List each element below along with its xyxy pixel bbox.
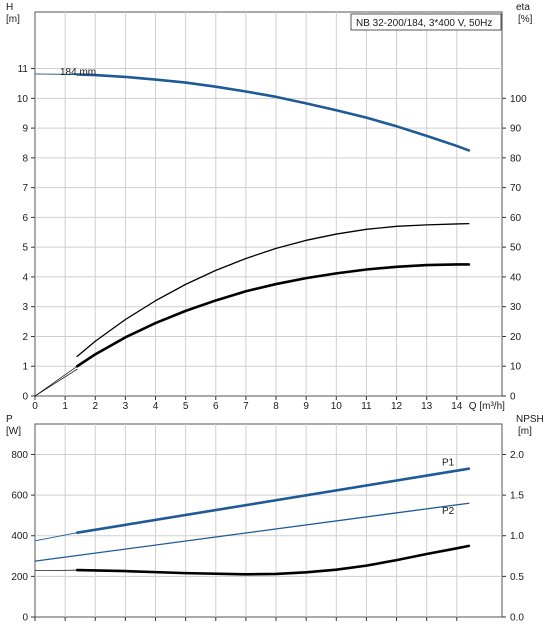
y-tick-label: 0: [22, 392, 28, 403]
y2-tick-label: 30: [510, 302, 522, 313]
y2-tick-label: 90: [510, 124, 522, 135]
y-tick-label: 11: [18, 64, 29, 75]
y2-axis-label: NPSH: [516, 414, 544, 425]
right-axis-main-curve: [75, 263, 471, 368]
right-axis-thin-extension-curve: [34, 368, 78, 397]
impeller-diameter-label: 184 mm: [60, 67, 96, 78]
x-tick-label: 9: [303, 401, 309, 412]
y-tick-label: 600: [11, 491, 28, 502]
x-tick-label: 11: [361, 401, 372, 412]
y-axis-unit: [m]: [6, 14, 20, 25]
y-tick-label: 800: [11, 450, 28, 461]
x-tick-label: 5: [183, 401, 189, 412]
y2-tick-label: 80: [510, 153, 522, 164]
y-tick-label: 7: [22, 183, 28, 194]
x-tick-label: 12: [391, 401, 403, 412]
y-tick-label: 4: [22, 272, 28, 283]
right-axis-thin-extension-curve: [34, 365, 78, 397]
x-tick-label: 3: [123, 401, 129, 412]
p2-left-axis-thin-curve: [34, 502, 470, 562]
y2-tick-label: 1.5: [510, 491, 524, 502]
y2-tick-label: 10: [510, 362, 522, 373]
plot-frame: [34, 11, 503, 397]
x-tick-label: 2: [92, 401, 98, 412]
x-tick-label: 13: [421, 401, 433, 412]
y-tick-label: 2: [22, 332, 28, 343]
x-tick-label: 10: [331, 401, 343, 412]
y2-tick-label: 50: [510, 243, 522, 254]
y-axis-label: H: [6, 2, 13, 13]
y2-tick-label: 40: [510, 272, 522, 283]
x-tick-label: 6: [213, 401, 219, 412]
y-tick-label: 5: [22, 243, 28, 254]
right-axis-thin-curve: [76, 223, 470, 358]
y-tick-label: 400: [11, 531, 28, 542]
x-tick-label: 1: [62, 401, 68, 412]
head-efficiency-plot: 012345678910110102030405060708090100H[m]…: [6, 2, 533, 412]
y2-axis-unit: [m]: [518, 426, 532, 437]
y-axis-label: P: [6, 414, 13, 425]
y2-axis-label: eta: [516, 2, 530, 13]
y2-tick-label: 1.0: [510, 531, 524, 542]
x-tick-label: 0: [32, 401, 38, 412]
y2-tick-label: 20: [510, 332, 522, 343]
right-axis-main-curve: [75, 544, 471, 576]
p1-left-axis-extension-curve: [34, 532, 78, 542]
p2-series-label: P2: [442, 506, 455, 517]
y2-tick-label: 0: [510, 392, 516, 403]
x-tick-label: 8: [273, 401, 279, 412]
title-box: [350, 13, 502, 31]
y-tick-label: 0: [22, 613, 28, 624]
p1-series-label: P1: [442, 458, 455, 469]
y2-tick-label: 100: [510, 94, 527, 105]
y-axis-unit: [W]: [6, 426, 21, 437]
y-tick-label: 10: [17, 94, 29, 105]
y2-tick-label: 0.5: [510, 572, 524, 583]
y-tick-label: 1: [22, 362, 28, 373]
x-tick-label: 4: [153, 401, 159, 412]
chart-title: NB 32-200/184, 3*400 V, 50Hz: [356, 18, 492, 29]
p1-left-axis-main-curve: [75, 467, 471, 534]
y-tick-label: 6: [22, 213, 28, 224]
y-tick-label: 9: [22, 124, 28, 135]
x-tick-label: 7: [243, 401, 249, 412]
left-axis-main-curve: [75, 73, 471, 152]
y2-tick-label: 60: [510, 213, 522, 224]
y-tick-label: 3: [22, 302, 28, 313]
x-tick-label: 14: [451, 401, 463, 412]
y-tick-label: 8: [22, 153, 28, 164]
y2-tick-label: 2.0: [510, 450, 524, 461]
y-tick-label: 200: [11, 572, 28, 583]
power-npsh-plot: 0 200 400 600 800 0.0 0.5 1.0 1.5 2.0 P[W] NPSH[m] P…: [6, 414, 544, 624]
right-axis-thin-extension-curve: [34, 569, 78, 572]
left-axis-extension-curve: [34, 73, 78, 75]
x-axis-label: Q [m³/h]: [469, 401, 505, 412]
y2-tick-label: 70: [510, 183, 522, 194]
plot-frame: [34, 423, 503, 618]
y2-tick-label: 0.0: [510, 613, 524, 624]
y2-axis-unit: [%]: [518, 14, 533, 25]
